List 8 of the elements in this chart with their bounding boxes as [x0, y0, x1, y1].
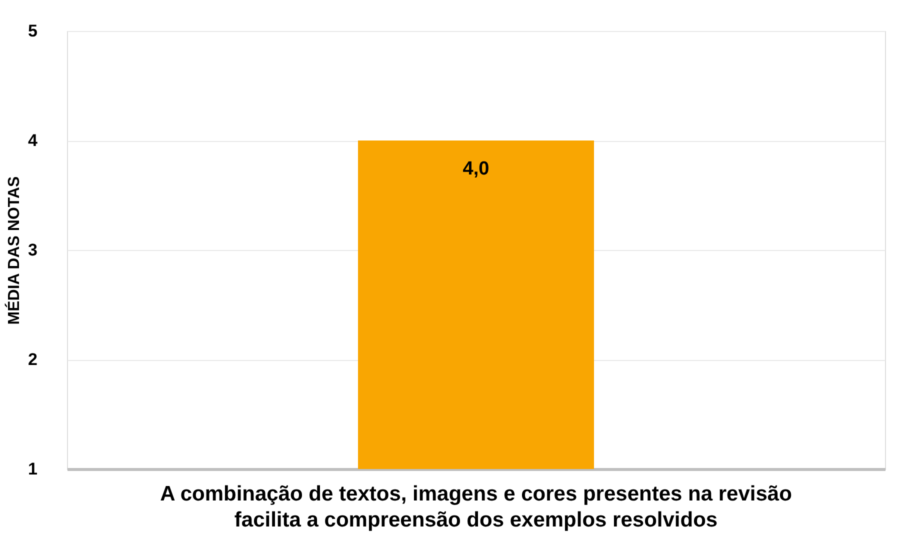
y-tick-label: 5 — [28, 22, 38, 40]
data-label: 4,0 — [462, 158, 490, 180]
y-tick-label: 3 — [28, 240, 38, 260]
y-axis-title: MÉDIA DAS NOTAS — [4, 176, 24, 325]
x-tick-label: A combinação de textos, imagens e cores presentes na revisão facilita a compreensão dos exemplos resolvidos — [160, 482, 792, 532]
y-tick-label: 2 — [28, 350, 38, 369]
y-tick-label: 4 — [28, 131, 38, 150]
y-tick-label: 1 — [28, 460, 38, 478]
